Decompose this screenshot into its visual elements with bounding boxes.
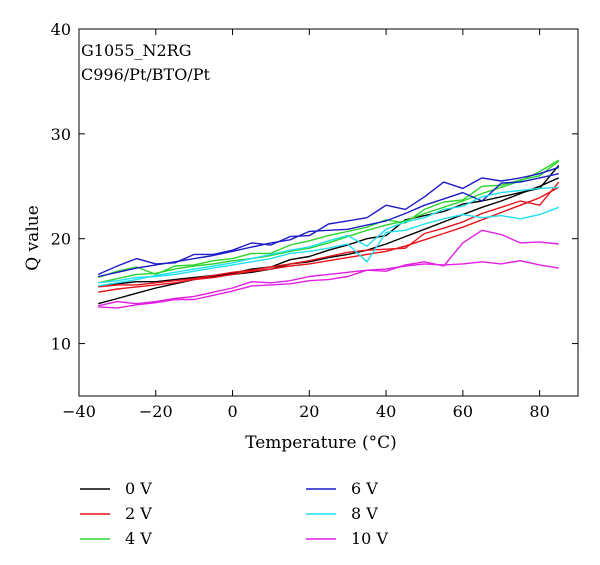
series-line-2v-2 — [98, 181, 560, 288]
legend-label: 6 V — [351, 479, 378, 498]
x-tick-label: 0 — [227, 402, 237, 421]
legend-item: 6 V — [306, 479, 378, 498]
x-tick-label: 80 — [529, 402, 549, 421]
series-line-2v-1 — [98, 186, 560, 293]
legend-label: 10 V — [351, 529, 388, 548]
series-line-4v-2 — [97, 160, 560, 279]
series-line-8v-1 — [98, 206, 560, 284]
y-axis-label: Q value — [23, 205, 43, 271]
series-line-6v-2 — [98, 173, 559, 278]
plot-border — [78, 28, 579, 397]
legend: 0 V 6 V 2 V 8 V 4 V 10 V — [80, 479, 388, 548]
x-tick-label: 20 — [299, 402, 319, 421]
legend-item: 4 V — [80, 529, 152, 548]
series-line-8v-2 — [98, 186, 559, 287]
annotation-sample: G1055_N2RG — [81, 41, 192, 60]
legend-item: 0 V — [80, 479, 152, 498]
x-axis-label: Temperature (°C) — [245, 433, 397, 453]
series-line-4v-1 — [98, 159, 560, 284]
series-line-10v-2 — [98, 260, 559, 307]
series-line-6v-1 — [97, 166, 560, 276]
y-tick-label: 40 — [51, 20, 71, 39]
legend-label: 2 V — [125, 504, 152, 523]
series-line-10v-1 — [98, 229, 559, 309]
series-line-0v-1 — [98, 177, 560, 287]
y-tick-label: 30 — [51, 125, 71, 144]
y-tick-label: 10 — [51, 335, 71, 354]
axes: −40 −20 0 20 40 60 80 10 20 30 40 — [51, 20, 578, 421]
x-tick-label: 40 — [376, 402, 396, 421]
annotation-stack: C996/Pt/BTO/Pt — [81, 65, 210, 84]
series-layer — [97, 159, 560, 309]
x-tick-label: −20 — [139, 402, 173, 421]
x-tick-label: 60 — [453, 402, 473, 421]
legend-label: 4 V — [125, 529, 152, 548]
legend-item: 2 V — [80, 504, 152, 523]
legend-label: 8 V — [351, 504, 378, 523]
x-tick-label: −40 — [62, 402, 96, 421]
legend-label: 0 V — [125, 479, 152, 498]
plot-frame — [78, 28, 579, 397]
y-tick-label: 20 — [51, 230, 71, 249]
legend-item: 10 V — [306, 529, 388, 548]
legend-item: 8 V — [306, 504, 378, 523]
